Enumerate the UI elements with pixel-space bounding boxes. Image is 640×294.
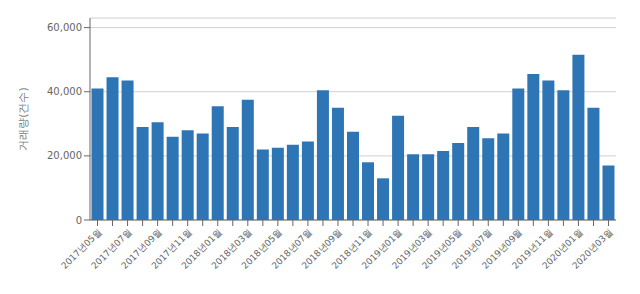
svg-text:2017년05월: 2017년05월 <box>59 226 104 271</box>
svg-text:2018년07월: 2018년07월 <box>269 226 314 271</box>
svg-text:60,000: 60,000 <box>47 22 82 33</box>
svg-text:2019년07월: 2019년07월 <box>450 226 495 271</box>
svg-text:20,000: 20,000 <box>47 150 82 161</box>
svg-text:40,000: 40,000 <box>47 86 82 97</box>
svg-text:0: 0 <box>76 215 82 226</box>
svg-text:거래량(건수): 거래량(건수) <box>17 87 30 151</box>
svg-text:2019년09월: 2019년09월 <box>480 226 525 271</box>
svg-text:2020년03월: 2020년03월 <box>570 227 614 271</box>
svg-text:2019년03월: 2019년03월 <box>390 226 435 271</box>
svg-text:2020년01월: 2020년01월 <box>540 226 585 271</box>
svg-text:2019년11월: 2019년11월 <box>510 226 555 271</box>
svg-text:2019년05월: 2019년05월 <box>420 226 465 271</box>
svg-text:2019년01월: 2019년01월 <box>359 226 404 271</box>
svg-text:2018년05월: 2018년05월 <box>239 226 284 271</box>
svg-text:2018년09월: 2018년09월 <box>299 226 344 271</box>
svg-text:2018년03월: 2018년03월 <box>209 226 254 271</box>
svg-text:2018년11월: 2018년11월 <box>329 226 374 271</box>
svg-text:2017년11월: 2017년11월 <box>149 226 194 271</box>
svg-text:2017년07월: 2017년07월 <box>89 226 134 271</box>
svg-text:2017년09월: 2017년09월 <box>119 226 164 271</box>
svg-text:2018년01월: 2018년01월 <box>179 226 224 271</box>
